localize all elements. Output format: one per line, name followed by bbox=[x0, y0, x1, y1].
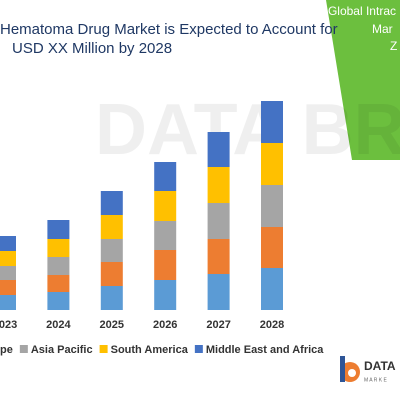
bar-segment bbox=[100, 239, 123, 262]
bar-segment bbox=[47, 257, 70, 275]
bar-segment bbox=[207, 274, 230, 310]
legend-label: pe bbox=[0, 344, 13, 356]
legend-swatch bbox=[99, 345, 108, 353]
bar-segment bbox=[261, 101, 283, 143]
bar-segment bbox=[207, 203, 230, 239]
bar-segment bbox=[261, 185, 283, 227]
chart-title: Hematoma Drug Market is Expected to Acco… bbox=[0, 21, 338, 38]
bar-segment bbox=[100, 191, 123, 215]
x-tick-label: 2025 bbox=[100, 319, 124, 331]
panel-text: Global Intrac bbox=[328, 4, 396, 18]
watermark: DATA BRI bbox=[95, 90, 400, 170]
x-tick-label: 2027 bbox=[206, 319, 230, 331]
legend-label: Asia Pacific bbox=[31, 344, 93, 356]
panel-text: Z bbox=[390, 39, 397, 53]
x-tick-label: 2023 bbox=[0, 319, 17, 331]
bar-segment bbox=[0, 266, 16, 280]
bar-segment bbox=[207, 167, 230, 203]
bar-segment bbox=[154, 162, 177, 191]
legend-label: South America bbox=[111, 344, 189, 356]
bar-segment bbox=[261, 143, 283, 185]
bar-segment bbox=[207, 132, 230, 167]
info-panel bbox=[326, 0, 400, 160]
legend-swatch bbox=[194, 345, 203, 353]
x-tick-label: 2024 bbox=[46, 319, 71, 331]
logo-icon bbox=[348, 369, 356, 377]
bar-segment bbox=[100, 215, 123, 239]
panel-text: Mar bbox=[372, 22, 393, 36]
logo-tagline: M A R K E bbox=[364, 377, 387, 383]
bar-segment bbox=[0, 295, 16, 310]
bar-segment bbox=[261, 268, 283, 310]
bar-segment bbox=[47, 239, 70, 257]
logo-icon bbox=[340, 356, 345, 382]
bar-segment bbox=[0, 251, 16, 266]
bar-segment bbox=[154, 250, 177, 280]
x-tick-label: 2028 bbox=[260, 319, 284, 331]
legend-swatch bbox=[19, 345, 28, 353]
bar-segment bbox=[47, 292, 70, 310]
bar-segment bbox=[47, 275, 70, 292]
legend-label: Middle East and Africa bbox=[206, 344, 324, 356]
chart-title: USD XX Million by 2028 bbox=[12, 40, 172, 57]
bar-segment bbox=[154, 221, 177, 250]
logo-name: DATA bbox=[364, 359, 396, 373]
bar-segment bbox=[100, 286, 123, 310]
bar-segment bbox=[154, 191, 177, 221]
bar-segment bbox=[207, 239, 230, 274]
logo: DATA M A R K E bbox=[340, 356, 396, 383]
bar-segment bbox=[47, 220, 70, 239]
bar-segment bbox=[100, 262, 123, 286]
bar-segment bbox=[0, 280, 16, 295]
x-tick-label: 2026 bbox=[153, 319, 177, 331]
bar-segment bbox=[154, 280, 177, 310]
bar-segment bbox=[261, 227, 283, 268]
bar-segment bbox=[0, 236, 16, 251]
